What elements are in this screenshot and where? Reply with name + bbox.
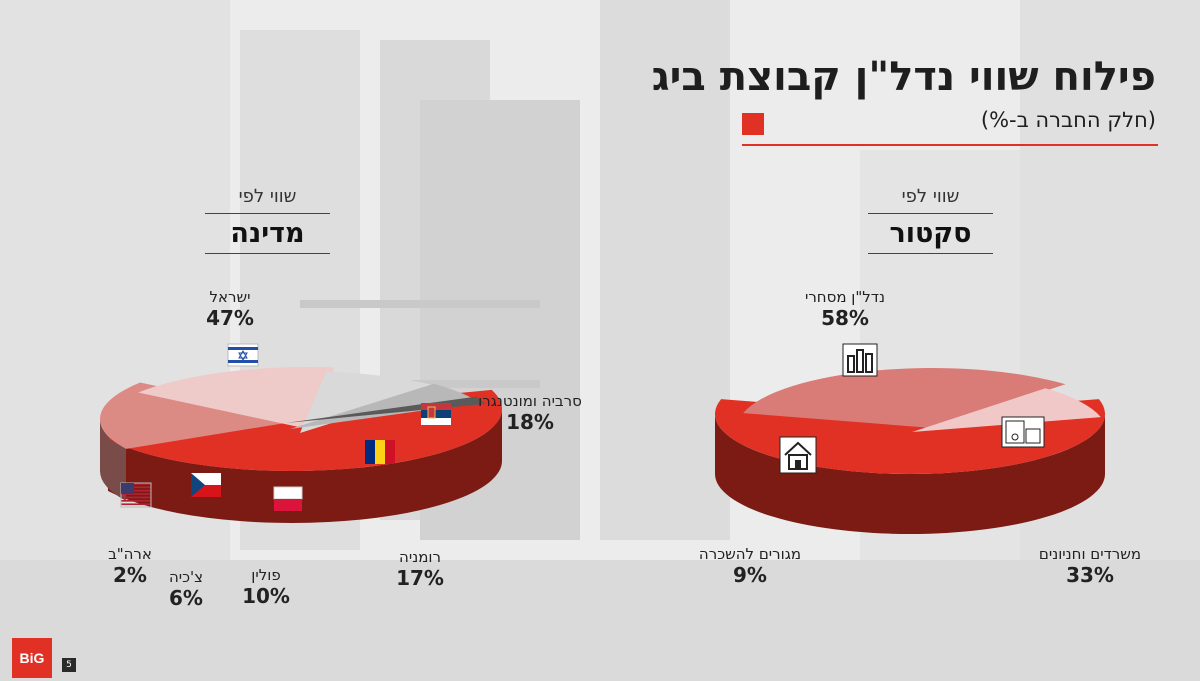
label-czech-value: 6% xyxy=(169,586,203,610)
poland-flag-icon xyxy=(273,486,303,511)
sector-pie xyxy=(714,367,1105,534)
label-residential: מגורים להשכרה 9% xyxy=(690,545,810,587)
label-serbia-name: סרביה ומונטנגרו xyxy=(478,392,582,410)
page-subtitle: (חלק החברה ב-%) xyxy=(980,108,1156,132)
israel-flag-icon xyxy=(227,343,259,367)
label-commercial: נדל"ן מסחרי 58% xyxy=(795,288,895,330)
sector-heading: שווי לפי סקטור xyxy=(868,186,993,254)
label-serbia-value: 18% xyxy=(506,410,554,434)
pie-side-serbia-flag-0 xyxy=(100,419,126,501)
label-offices-name: משרדים וחניונים xyxy=(1038,545,1142,563)
page-title: פילוח שווי נדל"ן קבוצת ביג xyxy=(651,54,1156,100)
pie-slice-serbia-flag xyxy=(100,382,310,449)
label-romania-value: 17% xyxy=(396,566,444,590)
label-residential-name: מגורים להשכרה xyxy=(698,545,802,563)
label-serbia: סרביה ומונטנגרו 18% xyxy=(470,392,590,434)
label-romania: רומניה 17% xyxy=(380,548,460,590)
label-israel: ישראל 47% xyxy=(190,288,270,330)
parking-icon xyxy=(1001,416,1045,448)
title-divider xyxy=(742,144,1158,146)
label-residential-value: 9% xyxy=(733,563,767,587)
label-offices: משרדים וחניונים 33% xyxy=(1030,545,1150,587)
usa-flag-icon xyxy=(120,482,152,508)
label-poland-name: פולין xyxy=(251,566,281,584)
country-heading-sub: שווי לפי xyxy=(205,186,330,214)
label-poland-value: 10% xyxy=(242,584,290,608)
serbia-flag-icon xyxy=(421,403,451,425)
czech-flag-icon xyxy=(191,473,221,497)
label-commercial-name: נדל"ן מסחרי xyxy=(804,288,886,306)
accent-square xyxy=(742,113,764,135)
label-czech: צ'כיה 6% xyxy=(146,568,226,610)
label-usa-name: ארה"ב xyxy=(108,545,152,563)
house-icon xyxy=(779,436,817,474)
label-romania-name: רומניה xyxy=(399,548,441,566)
pie-slice-house xyxy=(912,388,1101,432)
pie-slice-romania-flag xyxy=(138,367,335,429)
country-heading: שווי לפי מדינה xyxy=(205,186,330,254)
label-usa: ארה"ב 2% xyxy=(90,545,170,587)
label-czech-name: צ'כיה xyxy=(168,568,204,586)
label-poland: פולין 10% xyxy=(226,566,306,608)
sector-heading-sub: שווי לפי xyxy=(868,186,993,214)
romania-flag-icon xyxy=(365,440,395,464)
label-israel-value: 47% xyxy=(206,306,254,330)
big-logo: BiG xyxy=(12,638,52,678)
label-commercial-value: 58% xyxy=(821,306,869,330)
pie-slice-parking xyxy=(743,367,1066,428)
buildings-icon xyxy=(842,343,878,377)
sector-heading-main: סקטור xyxy=(868,214,993,254)
country-heading-main: מדינה xyxy=(205,214,330,254)
label-offices-value: 33% xyxy=(1066,563,1114,587)
label-israel-name: ישראל xyxy=(209,288,251,306)
label-usa-value: 2% xyxy=(113,563,147,587)
page-number: 5 xyxy=(62,658,76,672)
